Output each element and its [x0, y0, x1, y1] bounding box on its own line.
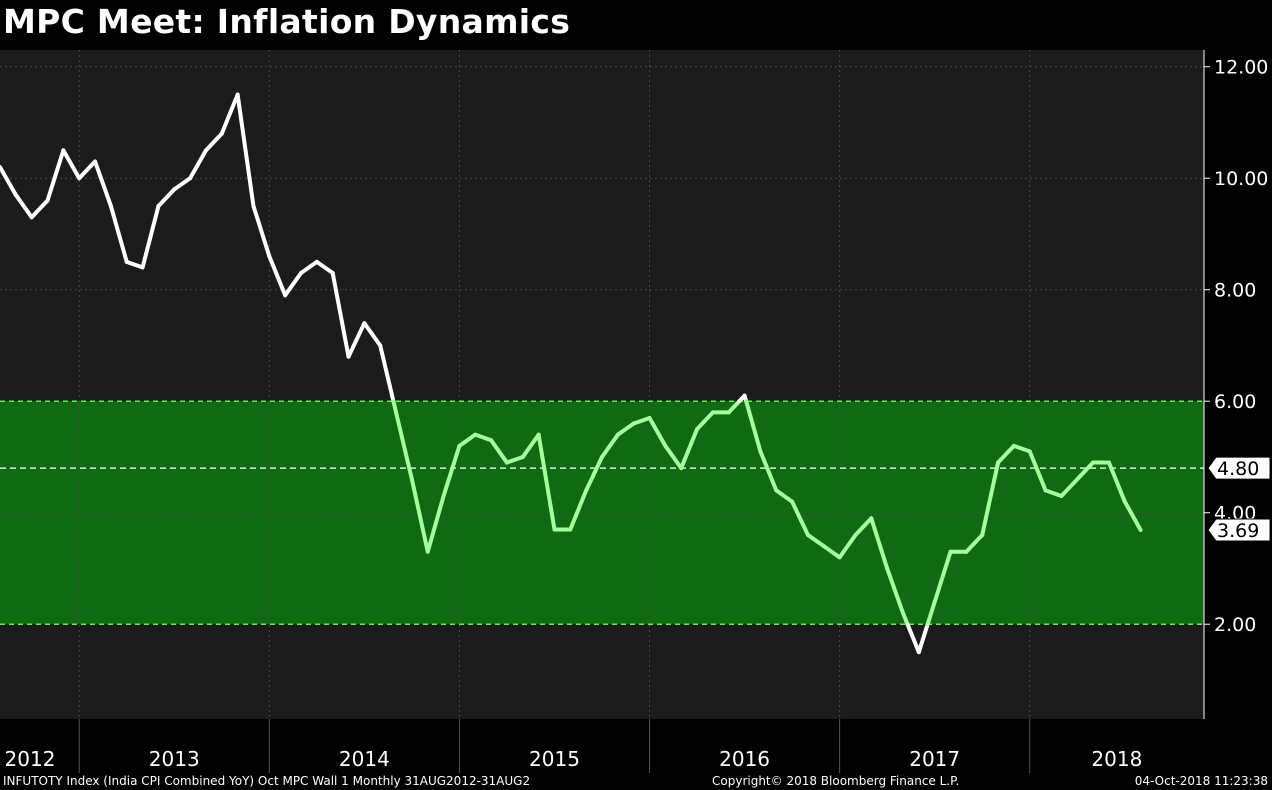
series-segment	[584, 454, 604, 493]
series-segment	[1059, 477, 1080, 498]
x-tick-label: 2015	[529, 747, 580, 771]
footer-copyright: Copyright© 2018 Bloomberg Finance L.P.	[712, 774, 960, 788]
series-segment	[568, 488, 589, 532]
series-segment	[457, 432, 478, 448]
x-tick-label: 2018	[1091, 747, 1142, 771]
series-segment	[679, 427, 700, 471]
series-segment	[925, 599, 937, 627]
series-segment	[536, 432, 557, 532]
series-segment	[29, 198, 50, 220]
series-segment	[394, 410, 414, 482]
series-segment	[695, 410, 715, 432]
series-segment	[821, 544, 842, 560]
series-segment	[267, 254, 288, 298]
y-tick-label: 12.00	[1214, 57, 1268, 79]
series-segment	[409, 477, 430, 554]
series-segment	[916, 622, 930, 655]
series-segment	[744, 399, 763, 454]
series-segment	[93, 159, 113, 209]
series-segment	[489, 438, 509, 465]
series-segment	[600, 432, 620, 459]
series-segment	[504, 454, 525, 465]
value-callout-label: 4.80	[1217, 458, 1259, 480]
series-segment	[124, 259, 145, 270]
series-segment	[1027, 449, 1048, 493]
series-segment	[77, 159, 98, 181]
series-segment	[996, 443, 1016, 465]
series-segment	[219, 92, 240, 136]
series-segment	[615, 421, 636, 437]
value-callout: 4.80	[1207, 456, 1271, 480]
series-segment	[108, 204, 129, 264]
series-segment	[473, 432, 494, 443]
title-bar: MPC Meet: Inflation Dynamics	[0, 0, 1272, 50]
series-segment	[283, 271, 303, 298]
x-tick-label: 2012	[5, 747, 56, 771]
series-segment	[964, 533, 985, 554]
series-segment	[441, 443, 462, 498]
x-tick-label: 2013	[149, 747, 200, 771]
value-callout: 3.69	[1207, 518, 1271, 542]
series-segment	[13, 192, 34, 220]
series-segment	[188, 148, 208, 181]
series-segment	[299, 259, 319, 275]
series-segment	[203, 131, 224, 153]
series-segment	[156, 187, 177, 209]
series-segment	[663, 443, 684, 471]
series-segment	[905, 622, 921, 655]
series-segment	[1011, 443, 1032, 454]
footer-timestamp: 04-Oct-2018 11:23:38	[1134, 774, 1268, 788]
series-segment	[362, 321, 383, 348]
series-segment	[805, 533, 826, 549]
x-axis-strip	[0, 719, 1272, 773]
series-segment	[790, 499, 810, 538]
series-segment	[330, 271, 351, 359]
series-segment	[346, 321, 367, 359]
value-callout-label: 3.69	[1217, 520, 1259, 542]
series-segment	[45, 148, 66, 203]
series-segment	[647, 415, 668, 448]
series-segment	[631, 415, 652, 426]
series-segment	[61, 148, 82, 181]
series-segment	[901, 611, 910, 627]
series-segment	[1122, 499, 1143, 533]
series-segment	[885, 566, 905, 616]
y-tick-label: 6.00	[1214, 391, 1256, 413]
series-segment	[980, 460, 1001, 538]
series-segment	[932, 549, 953, 604]
value-callout-box	[1207, 456, 1271, 480]
x-tick-label: 2017	[909, 747, 960, 771]
y-tick-label: 8.00	[1214, 280, 1256, 302]
series-segment	[1106, 460, 1127, 504]
series-segment	[774, 488, 795, 504]
series-segment	[140, 204, 161, 270]
value-callout-box	[1207, 518, 1271, 542]
series-segment	[235, 92, 256, 209]
chart-title: MPC Meet: Inflation Dynamics	[3, 2, 571, 41]
series-segment	[251, 204, 272, 259]
series-segment	[425, 494, 446, 554]
series-segment	[853, 516, 874, 538]
line-chart: 2012 2013 2014 2015 2016 2017 2018 12.00 10.00 8.…	[0, 50, 1272, 773]
series-segment	[520, 432, 541, 459]
series-segment	[1075, 460, 1096, 482]
series-segment	[1043, 488, 1064, 498]
series-segment	[837, 533, 858, 560]
series-segment	[314, 259, 335, 275]
series-segment	[378, 343, 396, 404]
footer: INFUTOTY Index (India CPI Combined YoY) …	[0, 773, 1272, 790]
x-tick-label: 2014	[339, 747, 390, 771]
y-tick-label: 10.00	[1214, 168, 1268, 190]
series-segment	[726, 399, 742, 415]
series-segment	[0, 165, 18, 197]
series-segment	[869, 516, 890, 571]
series-segment	[758, 449, 779, 493]
series-segment	[172, 176, 193, 192]
y-tick-label: 2.00	[1214, 614, 1256, 636]
x-tick-label: 2016	[719, 747, 770, 771]
footer-source: INFUTOTY Index (India CPI Combined YoY) …	[3, 774, 531, 788]
